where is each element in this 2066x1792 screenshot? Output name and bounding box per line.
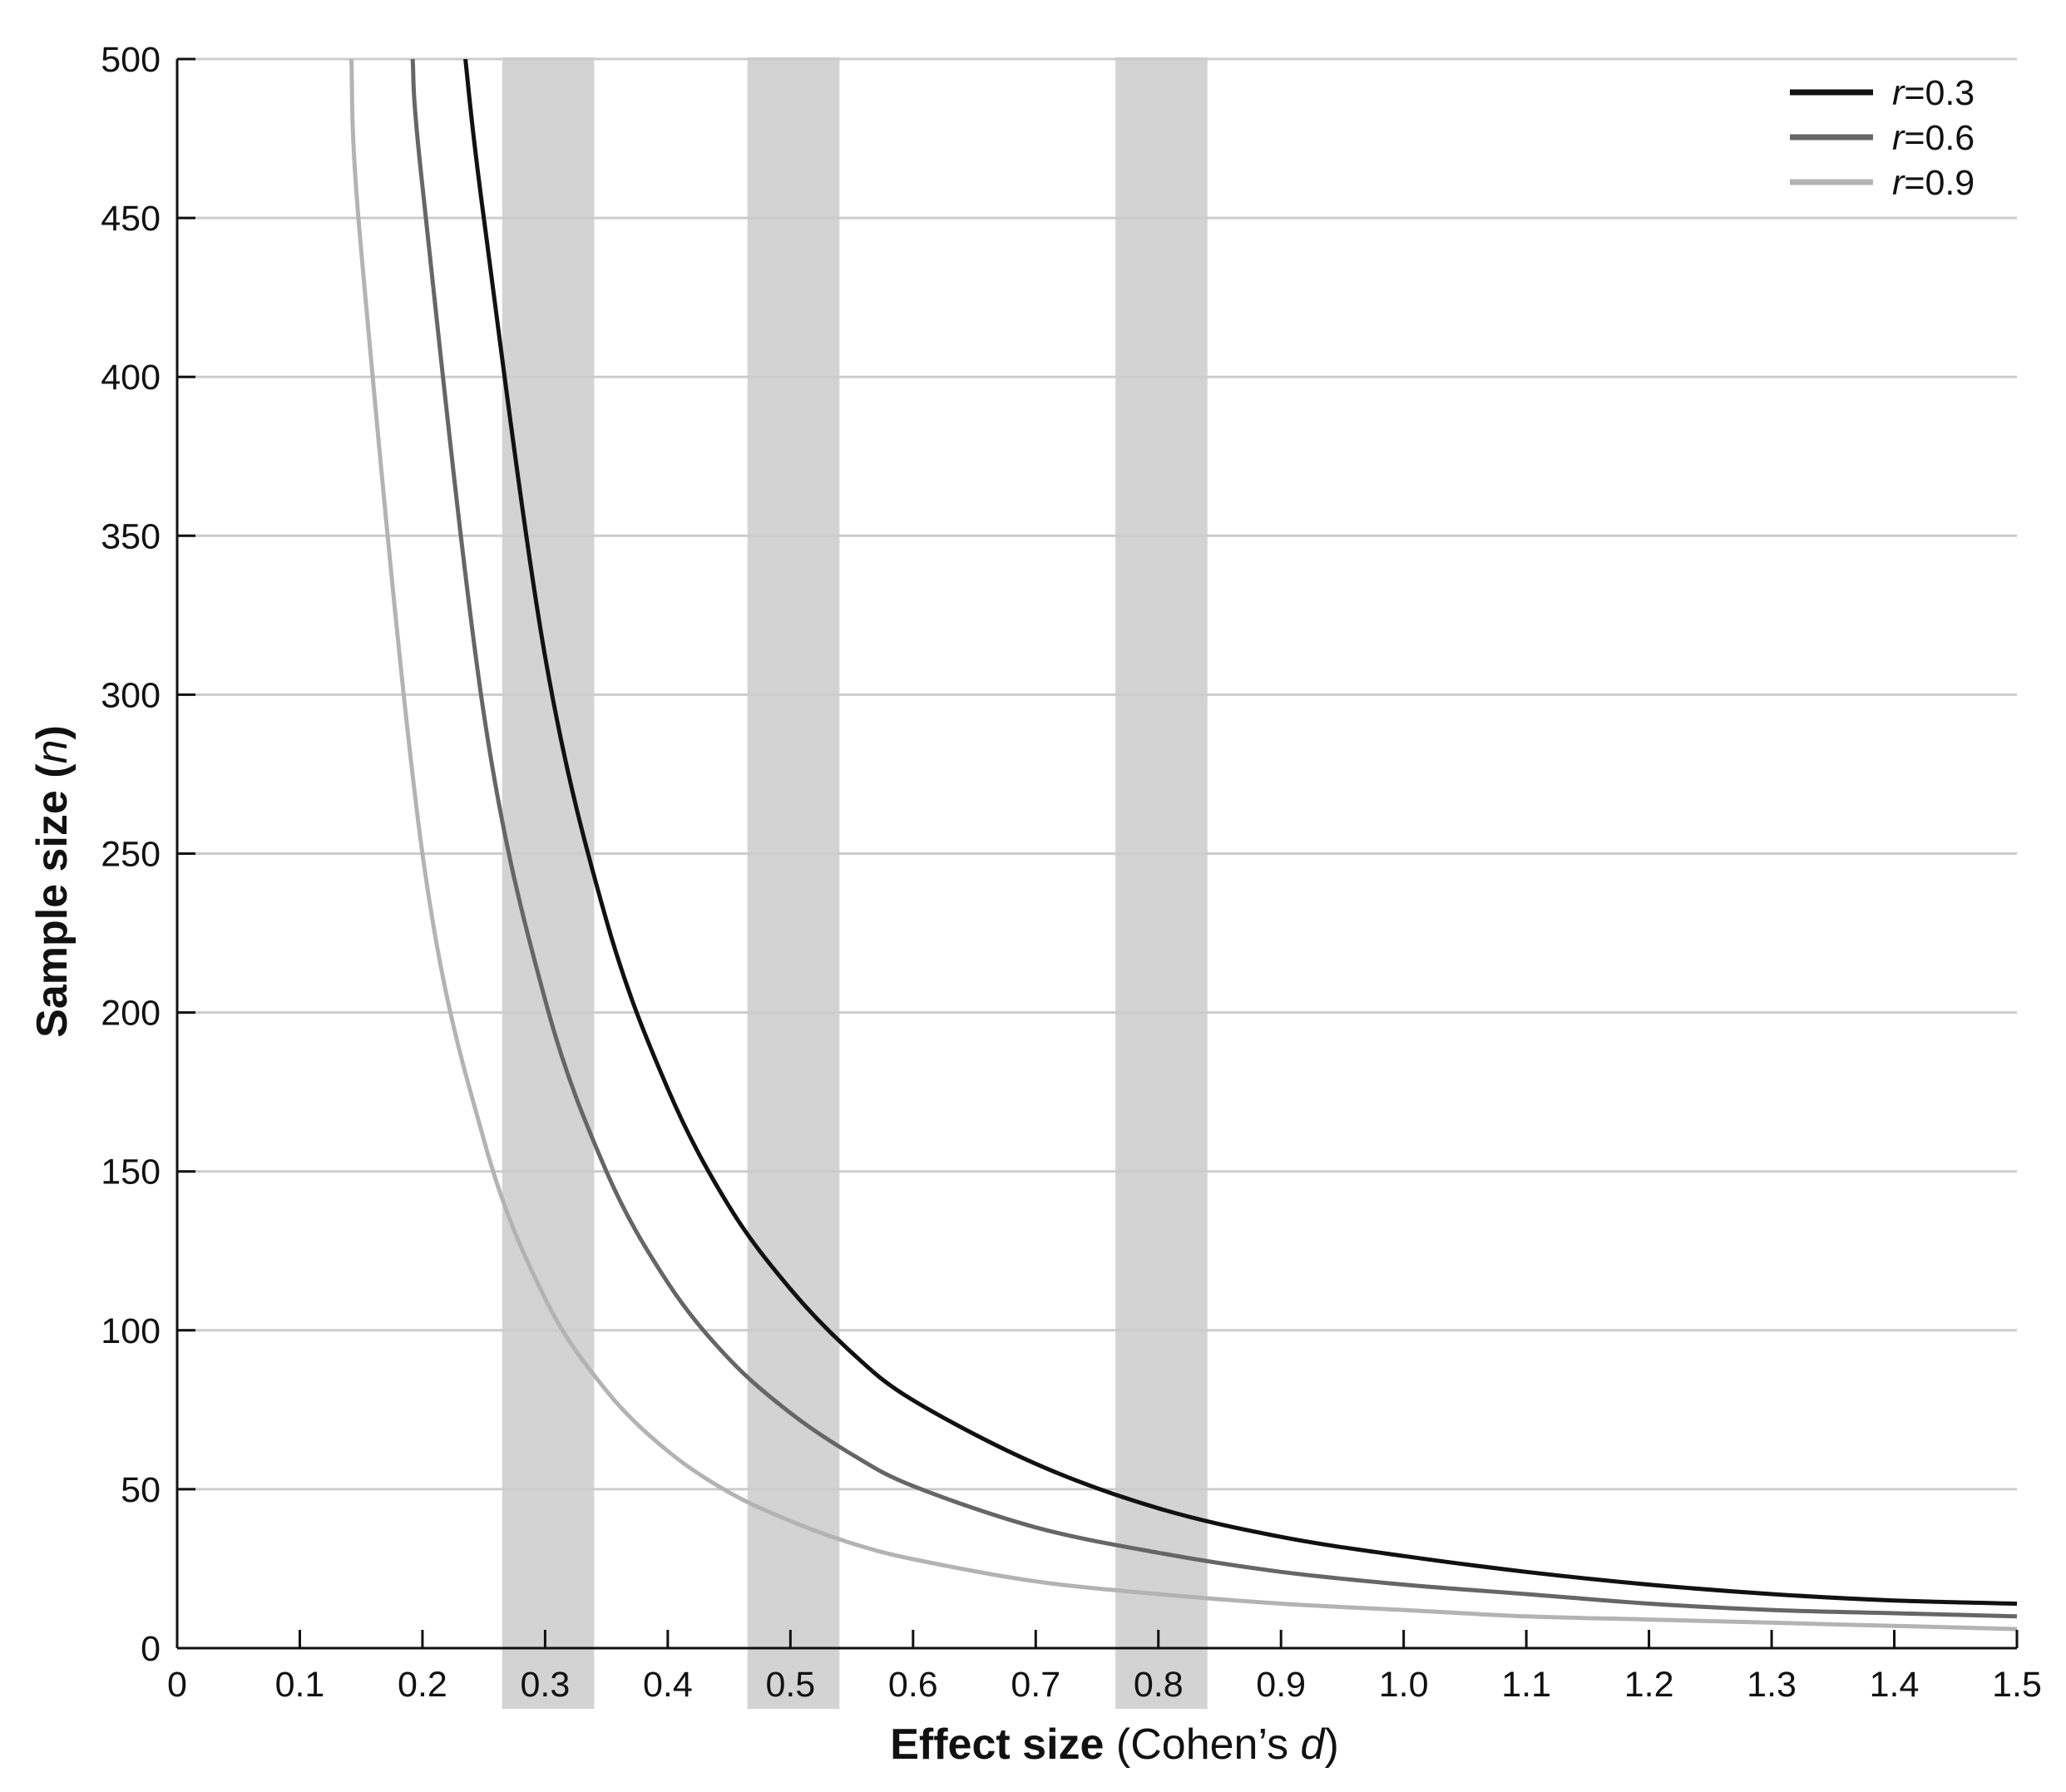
legend-label-var-2: r [1892, 118, 1905, 158]
x-tick-label-0: 0 [167, 1665, 187, 1705]
x-tick-label-0.2: 0.2 [398, 1665, 447, 1705]
x-axis-title-bold: Effect size [890, 1720, 1104, 1769]
x-tick-label-0.7: 0.7 [1011, 1665, 1060, 1705]
y-tick-label-450: 450 [101, 199, 161, 239]
y-tick-label-100: 100 [101, 1311, 161, 1351]
y-axis-title-bold: Sample size ( [28, 763, 77, 1038]
y-tick-label-400: 400 [101, 358, 161, 397]
y-tick-label-0: 0 [141, 1629, 161, 1669]
legend-label-3: r=0.9 [1892, 163, 1975, 203]
x-tick-label-0.6: 0.6 [888, 1665, 938, 1705]
legend: r=0.3r=0.6r=0.9 [1790, 73, 1975, 203]
x-axis-title: Effect size (Cohen’s d) [890, 1720, 1339, 1769]
x-tick-label-0.9: 0.9 [1256, 1665, 1306, 1705]
shaded-band-3 [1115, 57, 1208, 1709]
y-tick-label-200: 200 [101, 994, 161, 1034]
x-tick-label-1.1: 1.1 [1501, 1665, 1551, 1705]
legend-label-var-3: r [1892, 163, 1905, 203]
legend-label-1: r=0.3 [1892, 73, 1975, 113]
x-tick-label-1.2: 1.2 [1624, 1665, 1674, 1705]
legend-label-value-1: =0.3 [1904, 73, 1975, 113]
x-tick-label-0.3: 0.3 [521, 1665, 571, 1705]
y-tick-label-250: 250 [101, 835, 161, 875]
x-tick-label-0.5: 0.5 [765, 1665, 815, 1705]
y-axis-title: Sample size (n) [28, 725, 77, 1038]
series-line-r0.9 [348, 59, 2017, 1632]
x-tick-label-1.0: 1.0 [1379, 1665, 1429, 1705]
y-tick-label-500: 500 [101, 40, 161, 80]
y-tick-label-50: 50 [121, 1470, 161, 1510]
y-tick-label-350: 350 [101, 516, 161, 556]
series-line-r0.6 [410, 59, 2017, 1619]
legend-label-value-3: =0.9 [1904, 163, 1975, 203]
y-tick-label-300: 300 [101, 675, 161, 715]
y-axis-title-italic: n [28, 739, 77, 763]
legend-label-value-2: =0.6 [1904, 118, 1975, 158]
legend-label-2: r=0.6 [1892, 118, 1975, 158]
y-tick-label-150: 150 [101, 1153, 161, 1192]
series-lines [348, 59, 2017, 1632]
x-tick-label-0.8: 0.8 [1134, 1665, 1184, 1705]
shaded-band-2 [747, 57, 840, 1709]
x-axis-title-close: ) [1324, 1720, 1338, 1769]
shaded-bands [502, 57, 1208, 1709]
x-tick-label-0.1: 0.1 [275, 1665, 325, 1705]
y-axis-title-close: ) [28, 725, 77, 739]
x-tick-label-1.5: 1.5 [1992, 1665, 2042, 1705]
y-axis-ticks: 0 50 100 150 200 250 300 350 400 450 500 [101, 40, 195, 1669]
x-tick-label-1.3: 1.3 [1747, 1665, 1797, 1705]
x-tick-label-1.4: 1.4 [1870, 1665, 1920, 1705]
legend-label-var-1: r [1892, 73, 1905, 113]
x-axis-title-italic: d [1301, 1720, 1327, 1769]
gridlines [177, 57, 2017, 1491]
x-tick-label-0.4: 0.4 [643, 1665, 693, 1705]
shaded-band-1 [502, 57, 595, 1709]
x-axis-title-text: (Cohen’s [1104, 1720, 1300, 1769]
series-line-r0.3 [463, 59, 2017, 1606]
x-axis-ticks: 0 0.1 0.2 0.3 0.4 0.5 0.6 0.7 0.8 0.9 1.0 1.1 1.2 1.3… [167, 1630, 2042, 1705]
